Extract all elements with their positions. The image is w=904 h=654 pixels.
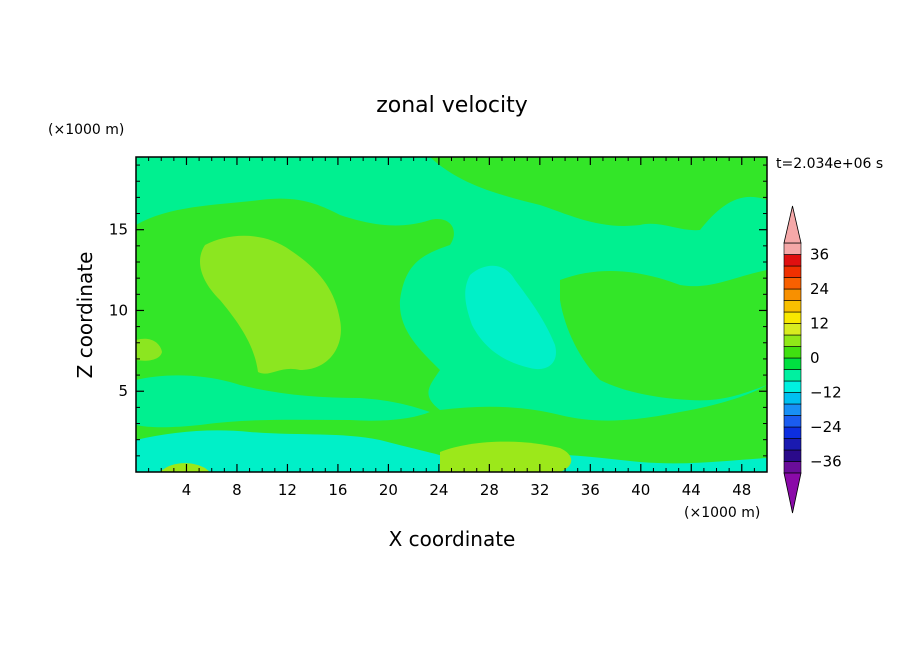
x-tick-label: 16 xyxy=(328,481,347,499)
colorbar-segment xyxy=(783,449,802,462)
field-left-edge-spot xyxy=(136,338,162,361)
x-tick-label: 8 xyxy=(232,481,242,499)
colorbar-segment xyxy=(783,357,802,370)
colorbar-tick-label: 24 xyxy=(810,280,829,298)
field-surface-yellow xyxy=(440,441,572,472)
colorbar-segment xyxy=(783,415,802,428)
y-tick-label: 15 xyxy=(109,221,128,239)
field-right-band xyxy=(560,270,767,401)
colorbar-high-extend xyxy=(783,205,802,244)
x-tick-label: 48 xyxy=(732,481,751,499)
colorbar-segment xyxy=(783,323,802,336)
field-surface-cyan xyxy=(136,430,767,472)
colorbar-segment xyxy=(783,265,802,278)
x-tick-label: 28 xyxy=(480,481,499,499)
colorbar-segment xyxy=(783,300,802,313)
colorbar-segment xyxy=(783,311,802,324)
field-left-blob xyxy=(200,235,341,374)
colorbar-tick-label: −12 xyxy=(810,384,842,402)
field-center-jet xyxy=(465,265,556,370)
colorbar-tick-label: −36 xyxy=(810,453,842,471)
colorbar-tick-label: 12 xyxy=(810,315,829,333)
colorbar-segment xyxy=(783,288,802,301)
x-axis-ticks: 4 8 12 16 20 24 28 32 36 40 44 48 xyxy=(148,157,755,499)
colorbar-tick-label: −24 xyxy=(810,418,842,436)
colorbar-segment xyxy=(783,461,802,474)
y-axis-label: Z coordinate xyxy=(73,252,97,379)
x-unit-label: (×1000 m) xyxy=(684,505,760,521)
colorbar-low-extend xyxy=(783,472,802,514)
colorbar-segment xyxy=(783,346,802,359)
colorbar-segment xyxy=(783,380,802,393)
y-tick-label: 10 xyxy=(109,301,128,319)
field-surface-left-yellow xyxy=(160,463,210,472)
colorbar-segment xyxy=(783,334,802,347)
chart-title: zonal velocity xyxy=(376,93,528,118)
time-label: t=2.034e+06 s xyxy=(776,156,883,172)
colorbar: 36 24 12 0 −12 −24 −36 xyxy=(783,205,842,514)
colorbar-segment xyxy=(783,242,802,255)
x-tick-label: 4 xyxy=(182,481,192,499)
colorbar-tick-label: 36 xyxy=(810,246,829,264)
x-tick-label: 24 xyxy=(429,481,448,499)
contour-field xyxy=(136,157,767,472)
y-tick-label: 5 xyxy=(118,382,128,400)
field-top-right-band xyxy=(430,157,767,231)
x-tick-label: 44 xyxy=(682,481,701,499)
colorbar-segment xyxy=(783,392,802,405)
y-axis-ticks: 5 10 15 xyxy=(109,164,767,457)
y-unit-label: (×1000 m) xyxy=(48,122,124,138)
x-tick-label: 12 xyxy=(278,481,297,499)
field-lower-left-green xyxy=(136,375,430,428)
colorbar-tick-label: 0 xyxy=(810,349,820,367)
colorbar-segment xyxy=(783,438,802,451)
x-tick-label: 32 xyxy=(530,481,549,499)
x-tick-label: 20 xyxy=(379,481,398,499)
x-tick-label: 40 xyxy=(631,481,650,499)
colorbar-segment xyxy=(783,403,802,416)
colorbar-segment xyxy=(783,369,802,382)
colorbar-segment xyxy=(783,254,802,267)
colorbar-segment xyxy=(783,277,802,290)
colorbar-segment xyxy=(783,426,802,439)
x-tick-label: 36 xyxy=(581,481,600,499)
x-axis-label: X coordinate xyxy=(389,527,516,551)
